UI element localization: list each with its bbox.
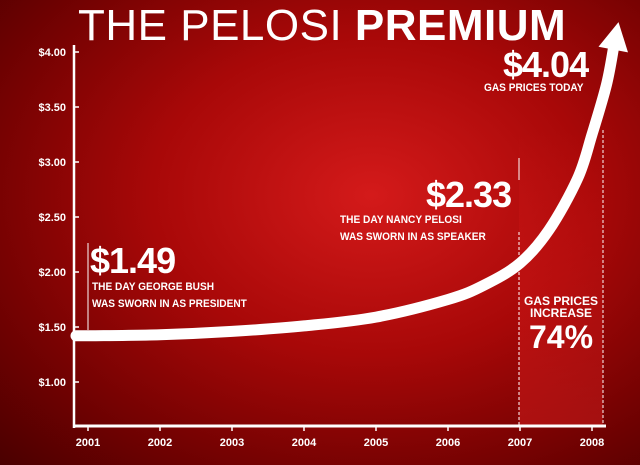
y-tick-label: $3.50 xyxy=(38,102,66,114)
y-tick-labels: $1.00 $1.50 $2.00 $2.50 $3.00 $3.50 $4.00 xyxy=(38,47,79,389)
today-annotation-text: GAS PRICES TODAY xyxy=(484,82,584,94)
x-tick-label: 2001 xyxy=(76,437,100,449)
arrow-head xyxy=(598,22,628,53)
title-light-part: THE PELOSI xyxy=(78,1,355,50)
increase-label: GAS PRICES INCREASE xyxy=(523,294,598,320)
x-tick-label: 2005 xyxy=(364,437,388,449)
x-tick-label: 2004 xyxy=(292,437,317,449)
bush-price-value: $1.49 xyxy=(90,240,176,281)
y-tick-label: $2.00 xyxy=(38,267,66,279)
x-tick-label: 2006 xyxy=(436,437,460,449)
increase-percent: 74% xyxy=(528,319,594,355)
y-tick-label: $4.00 xyxy=(38,47,66,59)
x-tick-label: 2007 xyxy=(508,437,532,449)
y-tick-label: $1.50 xyxy=(38,322,66,334)
x-tick-labels: 2001 2002 2003 2004 2005 2006 2007 2008 xyxy=(76,426,604,449)
pelosi-annotation-text: THE DAY NANCY PELOSI WAS SWORN IN AS SPE… xyxy=(340,214,486,243)
chart-title: THE PELOSI PREMIUM xyxy=(78,2,566,50)
y-tick-label: $2.50 xyxy=(38,212,66,224)
x-tick-label: 2003 xyxy=(220,437,244,449)
price-curve xyxy=(70,42,620,342)
title-bold-part: PREMIUM xyxy=(354,1,567,50)
bush-annotation-text: THE DAY GEORGE BUSH WAS SWORN IN AS PRES… xyxy=(92,281,247,310)
y-tick-label: $3.00 xyxy=(38,157,66,169)
x-tick-label: 2008 xyxy=(580,437,604,449)
today-price-value: $4.04 xyxy=(503,44,589,85)
y-tick-label: $1.00 xyxy=(38,377,66,389)
x-tick-label: 2002 xyxy=(148,437,172,449)
pelosi-price-value: $2.33 xyxy=(426,174,512,215)
increase-highlight-area xyxy=(519,130,603,426)
